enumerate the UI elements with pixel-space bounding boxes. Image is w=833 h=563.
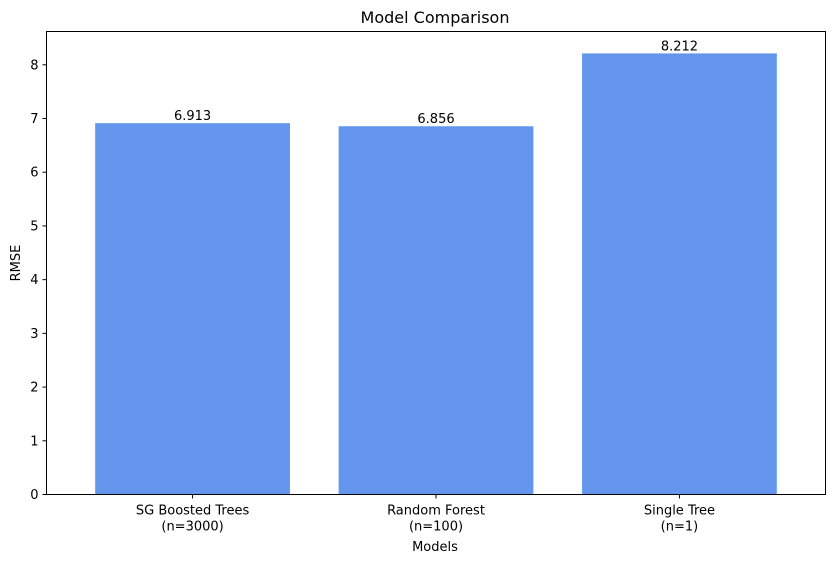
y-tick-label-3: 3 <box>30 327 38 342</box>
data-label-1: 6.856 <box>417 112 454 127</box>
x-tick-label-2: Single Tree (n=1) <box>644 504 715 535</box>
chart-title: Model Comparison <box>361 8 510 27</box>
y-tick-label-7: 7 <box>30 112 38 127</box>
y-tick-label-8: 8 <box>30 58 38 73</box>
bar-1 <box>338 126 534 495</box>
bar-0 <box>95 123 290 495</box>
y-tick-label-4: 4 <box>30 273 38 288</box>
y-tick-label-5: 5 <box>30 219 38 234</box>
x-tick-label-0: SG Boosted Trees (n=3000) <box>136 504 250 535</box>
x-tick-label-1: Random Forest (n=100) <box>387 504 485 535</box>
bars-group <box>95 53 777 495</box>
y-tick-label-2: 2 <box>30 381 38 396</box>
y-tick-label-0: 0 <box>30 488 38 503</box>
y-tick-label-6: 6 <box>30 166 38 181</box>
data-label-0: 6.913 <box>174 109 211 124</box>
data-labels-group: 6.913 6.856 8.212 <box>174 39 698 127</box>
y-axis-label: RMSE <box>9 245 24 282</box>
y-axis-ticks: 0 1 2 3 4 5 6 7 8 <box>30 58 47 503</box>
data-label-2: 8.212 <box>661 39 698 54</box>
x-axis-ticks: SG Boosted Trees (n=3000) Random Forest (n=… <box>136 494 715 535</box>
y-tick-label-1: 1 <box>30 434 38 449</box>
x-axis-label: Models <box>412 540 458 555</box>
bar-2 <box>582 53 777 495</box>
